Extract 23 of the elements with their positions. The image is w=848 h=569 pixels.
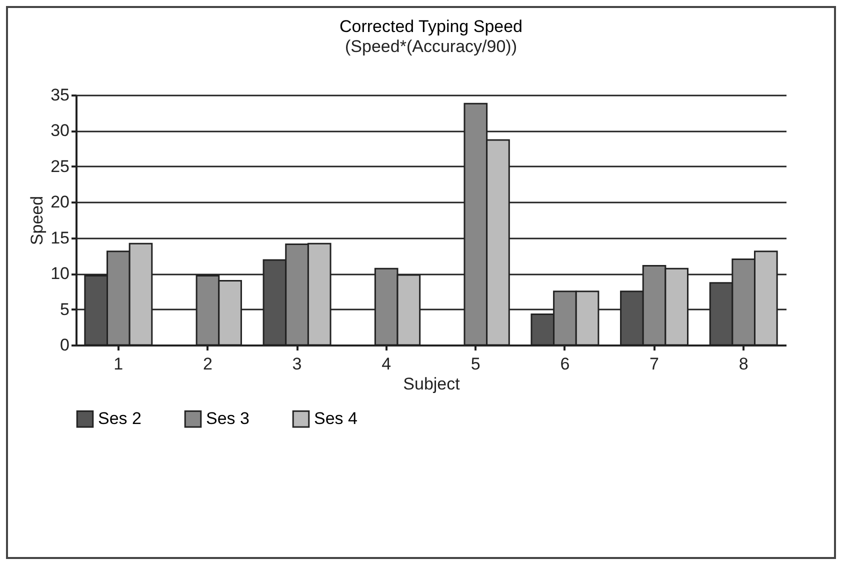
x-tick-label: 4: [382, 354, 392, 374]
legend-label: Ses 3: [206, 409, 250, 428]
chart-title: Corrected Typing Speed: [339, 17, 523, 36]
legend-label: Ses 4: [314, 409, 358, 428]
y-tick-label: 0: [60, 336, 70, 354]
x-tick-label: 8: [738, 354, 748, 374]
x-tick-label: 6: [560, 354, 570, 374]
x-tick-label: 3: [292, 354, 302, 374]
x-axis-title: Subject: [403, 374, 460, 394]
x-tick-label: 7: [650, 354, 660, 374]
y-tick-label: 30: [50, 121, 70, 140]
y-tick-label: 5: [60, 300, 70, 319]
y-tick-label: 15: [50, 228, 70, 248]
legend-label: Ses 2: [98, 409, 142, 428]
y-tick-label: 10: [50, 264, 70, 284]
y-tick-label: 35: [50, 86, 70, 104]
x-tick-label: 2: [202, 354, 212, 374]
x-tick-label: 5: [470, 354, 480, 374]
y-axis-title: Speed: [28, 196, 47, 246]
y-tick-label: 25: [50, 156, 70, 176]
x-tick-label: 1: [114, 354, 124, 374]
chart-subtitle: (Speed*(Accuracy/90)): [345, 37, 517, 56]
y-tick-label: 20: [50, 192, 70, 212]
